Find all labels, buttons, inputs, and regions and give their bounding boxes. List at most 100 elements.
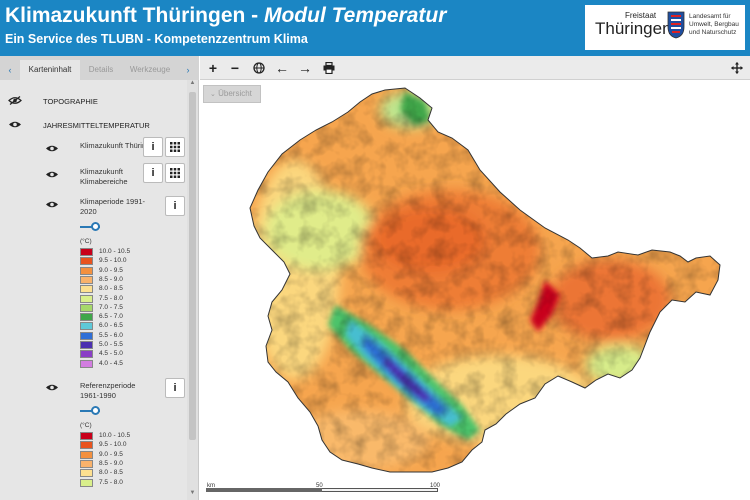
sidebar-scrollbar[interactable]: ▲ ▼ xyxy=(187,80,198,500)
globe-icon xyxy=(253,62,265,74)
legend-swatch xyxy=(80,303,93,312)
overview-button[interactable]: ⌄ Übersicht xyxy=(203,85,261,103)
legend-swatch xyxy=(80,432,93,440)
legend-label: 4.0 - 4.5 xyxy=(99,359,123,367)
legend-label: 8.5 - 9.0 xyxy=(99,459,123,467)
scale-unit-label: km xyxy=(207,483,215,489)
legend-label: 7.5 - 8.0 xyxy=(99,294,123,302)
move-icon xyxy=(731,62,743,74)
info-button[interactable]: i xyxy=(165,378,185,398)
print-button[interactable] xyxy=(320,59,338,77)
scale-bar: km 50 100 xyxy=(202,483,442,493)
info-button[interactable]: i xyxy=(143,137,163,157)
app-title: Klimazukunft Thüringen - Modul Temperatu… xyxy=(5,4,447,27)
legend-label: 7.0 - 7.5 xyxy=(99,303,123,311)
eye-hidden-icon[interactable] xyxy=(8,96,22,105)
globe-button[interactable] xyxy=(250,59,268,77)
legend-label: 8.0 - 8.5 xyxy=(99,285,123,293)
legend-swatch xyxy=(80,350,93,359)
legend-label: 6.0 - 6.5 xyxy=(99,322,123,330)
app-header: Klimazukunft Thüringen - Modul Temperatu… xyxy=(0,0,750,56)
legend-swatch xyxy=(80,450,93,459)
legend-label: 6.5 - 7.0 xyxy=(99,313,123,321)
legend-label: 8.5 - 9.0 xyxy=(99,275,123,283)
opacity-slider[interactable] xyxy=(80,406,100,416)
legend-grid-button[interactable] xyxy=(165,137,185,157)
chevron-down-icon: ⌄ xyxy=(210,91,216,98)
zoom-out-button[interactable]: − xyxy=(230,60,240,76)
legend-label: 7.5 - 8.0 xyxy=(99,478,123,486)
legend-swatch xyxy=(80,275,93,284)
thueringen-temperature-map[interactable] xyxy=(200,80,750,500)
layer-referenzperiode[interactable]: Referenzperiode 1961-1990 xyxy=(80,381,136,400)
eye-icon[interactable] xyxy=(45,200,59,209)
overview-label: Übersicht xyxy=(218,89,252,98)
legend-swatch xyxy=(80,478,93,487)
info-button[interactable]: i xyxy=(143,163,163,183)
coat-of-arms-icon xyxy=(667,11,685,39)
legend-swatch xyxy=(80,322,93,331)
group-jahresmitteltemperatur[interactable]: JAHRESMITTELTEMPERATUR xyxy=(43,121,150,130)
freistaat-thueringen-logo[interactable]: Freistaat Thüringen Landesamt für Umwelt… xyxy=(585,5,745,50)
scale-segment xyxy=(206,488,322,492)
eye-icon[interactable] xyxy=(45,383,59,392)
legend-label: 5.0 - 5.5 xyxy=(99,341,123,348)
opacity-slider[interactable] xyxy=(80,222,100,232)
scale-label-50: 50 xyxy=(316,483,323,489)
print-icon xyxy=(323,61,335,75)
legend-swatch xyxy=(80,313,93,322)
slider-knob[interactable] xyxy=(91,222,100,231)
legend-label: 4.5 - 5.0 xyxy=(99,350,123,358)
legend-unit: (°C) xyxy=(80,238,92,245)
scale-label-100: 100 xyxy=(430,483,441,489)
app-subtitle: Ein Service des TLUBN - Kompetenzzentrum… xyxy=(5,32,308,46)
map-toolbar: + − ← → xyxy=(200,56,750,80)
logo-thueringen: Thüringen xyxy=(595,19,672,38)
tab-prev-arrow-icon[interactable]: ‹ xyxy=(8,65,12,75)
layer-klimaperiode[interactable]: Klimaperiode 1991-2020 xyxy=(80,197,146,216)
zoom-in-button[interactable]: + xyxy=(208,60,218,76)
legend-unit: (°C) xyxy=(80,422,92,429)
logo-freistaat: Freistaat xyxy=(625,11,657,20)
legend-swatch xyxy=(80,459,93,468)
legend-label: 5.5 - 6.0 xyxy=(99,331,123,339)
eye-icon[interactable] xyxy=(8,120,22,129)
legend-swatch xyxy=(80,469,93,478)
tab-next-arrow-icon[interactable]: › xyxy=(186,65,190,75)
legend-swatch xyxy=(80,266,93,275)
scroll-down-icon[interactable]: ▼ xyxy=(189,490,196,496)
fullscreen-move-button[interactable] xyxy=(728,59,746,77)
layer-tree: TOPOGRAPHIE JAHRESMITTELTEMPERATUR Klima… xyxy=(0,80,187,500)
legend-swatch xyxy=(80,331,93,340)
legend-label: 10.0 - 10.5 xyxy=(99,432,131,439)
history-back-button[interactable]: ← xyxy=(275,60,289,76)
tab-details[interactable]: Details xyxy=(88,65,114,74)
legend-swatch xyxy=(80,248,93,256)
group-topographie[interactable]: TOPOGRAPHIE xyxy=(43,97,98,106)
scrollbar-thumb[interactable] xyxy=(189,92,196,440)
history-forward-button[interactable]: → xyxy=(298,60,312,76)
legend-swatch xyxy=(80,257,93,266)
legend-label: 9.5 - 10.0 xyxy=(99,257,127,265)
legend-label: 8.0 - 8.5 xyxy=(99,469,123,477)
legend-swatch xyxy=(80,359,93,368)
tab-karteninhalt[interactable]: Karteninhalt xyxy=(20,60,80,80)
eye-icon[interactable] xyxy=(45,144,59,153)
layer-klimazukunft-klimabereiche[interactable]: Klimazukunft Klimabereiche xyxy=(80,167,128,186)
logo-agency: Landesamt für Umwelt, Bergbau und Naturs… xyxy=(689,13,739,36)
slider-knob[interactable] xyxy=(91,406,100,415)
tab-werkzeuge[interactable]: Werkzeuge xyxy=(129,65,171,74)
legend-grid-button[interactable] xyxy=(165,163,185,183)
grid-icon xyxy=(170,142,180,152)
layer-klimazukunft-thueringen[interactable]: Klimazukunft Thüringen xyxy=(80,141,159,150)
eye-icon[interactable] xyxy=(45,170,59,179)
legend-swatch xyxy=(80,294,93,303)
scroll-up-icon[interactable]: ▲ xyxy=(189,80,196,86)
map-view[interactable]: ⌄ Übersicht km 50 100 xyxy=(200,80,750,500)
sidebar-tabs: ‹ Karteninhalt Details Werkzeuge › xyxy=(0,56,199,80)
grid-icon xyxy=(170,168,180,178)
legend-label: 10.0 - 10.5 xyxy=(99,248,131,255)
info-button[interactable]: i xyxy=(165,196,185,216)
sidebar-panel: ‹ Karteninhalt Details Werkzeuge › TOPOG… xyxy=(0,56,199,500)
legend-label: 9.0 - 9.5 xyxy=(99,266,123,274)
